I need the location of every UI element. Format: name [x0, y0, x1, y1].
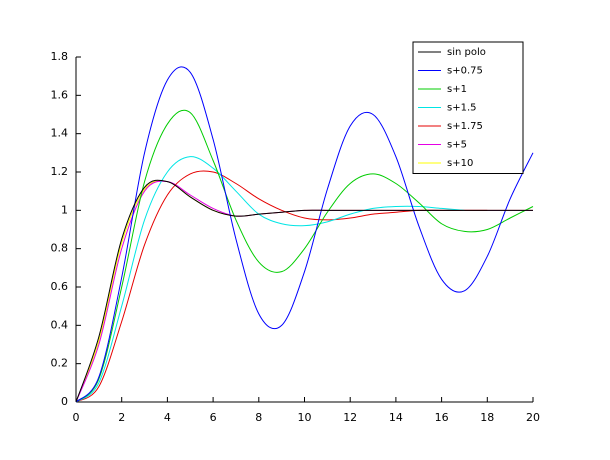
x-tick-label: 18 [480, 411, 494, 424]
legend-label: s+10 [447, 158, 473, 169]
y-tick-label: 0.4 [51, 318, 69, 331]
series-line [75, 179, 533, 403]
y-tick-label: 0.6 [51, 280, 69, 293]
legend-label: s+5 [447, 140, 467, 151]
x-tick-label: 8 [255, 411, 262, 424]
x-tick-label: 10 [298, 411, 312, 424]
y-tick-label: 0 [61, 395, 68, 408]
y-tick-label: 1.6 [51, 88, 69, 101]
x-tick-label: 2 [118, 411, 125, 424]
series-line [75, 170, 488, 403]
legend: sin polo s+0.75 s+1 s+1.5 s+1.75 s+5 s+10 [412, 41, 524, 174]
y-tick-label: 0.2 [51, 357, 69, 370]
series-line [75, 66, 534, 403]
x-tick-label: 12 [343, 411, 357, 424]
x-tick-label: 20 [526, 411, 540, 424]
y-tick-label: 1.4 [51, 127, 69, 140]
series-line [75, 109, 534, 403]
legend-label: s+1 [447, 84, 467, 95]
x-tick-label: 4 [164, 411, 171, 424]
y-tick-label: 1.8 [51, 50, 69, 63]
x-tick-label: 6 [210, 411, 217, 424]
y-tick-label: 1.2 [51, 165, 69, 178]
x-tick-label: 16 [435, 411, 449, 424]
x-tick-label: 14 [389, 411, 403, 424]
series-line [75, 180, 533, 403]
legend-label: s+1.5 [447, 103, 477, 114]
legend-label: s+1.75 [447, 121, 483, 132]
y-tick-label: 1 [61, 203, 68, 216]
y-tick-label: 0.8 [51, 242, 69, 255]
legend-label: sin polo [447, 47, 486, 58]
x-tick-label: 0 [73, 411, 80, 424]
legend-label: s+0.75 [447, 66, 483, 77]
series-line [75, 156, 465, 403]
